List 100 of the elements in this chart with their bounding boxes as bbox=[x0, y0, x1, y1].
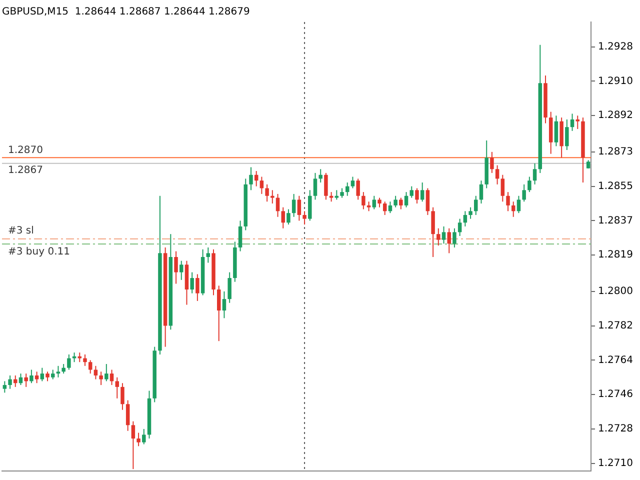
ref-line-label: 1.2867 bbox=[8, 164, 43, 176]
candlestick bbox=[286, 208, 290, 226]
y-tick-label: 1.2892 bbox=[598, 110, 634, 122]
candlestick bbox=[362, 192, 366, 210]
candlestick bbox=[452, 228, 456, 248]
candlestick bbox=[30, 369, 34, 384]
candlestick bbox=[99, 371, 103, 386]
candlestick bbox=[120, 382, 124, 410]
candlestick bbox=[8, 374, 12, 390]
candlestick bbox=[442, 226, 446, 244]
candlestick bbox=[292, 193, 296, 218]
candlestick bbox=[506, 192, 510, 212]
candlestick bbox=[340, 188, 344, 198]
candlestick bbox=[270, 190, 274, 204]
candlestick bbox=[276, 193, 280, 218]
candlestick bbox=[67, 354, 71, 370]
candlestick bbox=[415, 188, 419, 204]
candlestick bbox=[46, 371, 50, 382]
y-tick-label: 1.2837 bbox=[598, 215, 634, 226]
candlestick bbox=[260, 176, 264, 194]
candlestick bbox=[382, 201, 387, 216]
candlestick bbox=[2, 380, 7, 394]
candlestick bbox=[532, 162, 537, 185]
candlestick bbox=[378, 197, 382, 208]
candlestick bbox=[126, 400, 130, 432]
candlestick bbox=[88, 360, 92, 374]
candlestick bbox=[404, 192, 408, 208]
candlestick bbox=[511, 201, 516, 218]
candlestick bbox=[40, 367, 44, 382]
candlestick bbox=[228, 272, 232, 304]
candlestick bbox=[18, 373, 23, 386]
y-tick-label: 1.2928 bbox=[598, 41, 634, 52]
candlestick bbox=[500, 174, 505, 202]
candlestick bbox=[394, 195, 398, 208]
candlestick bbox=[410, 186, 414, 198]
candlestick bbox=[136, 432, 140, 447]
candlestick bbox=[576, 115, 580, 130]
candlestick bbox=[479, 180, 484, 204]
candlestick bbox=[180, 260, 184, 280]
y-tick-label: 1.2819 bbox=[598, 250, 634, 261]
candlestick bbox=[72, 352, 76, 363]
y-tick-label: 1.2910 bbox=[598, 76, 634, 87]
candlestick bbox=[516, 195, 521, 214]
candlestick bbox=[334, 190, 339, 200]
candlestick bbox=[313, 172, 318, 200]
candlestick bbox=[297, 195, 302, 222]
candlestick bbox=[431, 206, 435, 258]
ref-line-label: 1.2870 bbox=[8, 145, 43, 156]
candlestick bbox=[34, 371, 39, 384]
candlestick bbox=[24, 373, 28, 388]
candlestick bbox=[528, 176, 532, 193]
candlestick bbox=[50, 369, 55, 380]
y-tick-label: 1.2855 bbox=[598, 180, 634, 192]
candlestick bbox=[265, 184, 269, 202]
candlestick bbox=[474, 195, 478, 216]
candlestick bbox=[447, 228, 451, 254]
candlestick bbox=[196, 274, 200, 302]
candlestick bbox=[222, 290, 226, 319]
candlestick bbox=[216, 285, 221, 342]
candlestick bbox=[56, 365, 60, 378]
ref-line-label: #3 sl bbox=[8, 225, 34, 236]
candlestick bbox=[110, 369, 114, 386]
candlestick bbox=[399, 197, 403, 210]
y-tick-label: 1.2746 bbox=[598, 389, 634, 400]
candlestick bbox=[78, 352, 82, 363]
y-tick-label: 1.2873 bbox=[598, 146, 634, 158]
candlestick bbox=[62, 364, 66, 374]
candlestick bbox=[104, 364, 108, 382]
candlestick bbox=[366, 201, 371, 212]
y-tick-label: 1.2764 bbox=[598, 354, 634, 366]
candlestick bbox=[388, 201, 392, 214]
y-tick-label: 1.2782 bbox=[598, 320, 634, 332]
candlestick bbox=[238, 220, 242, 252]
candlestick bbox=[302, 210, 306, 226]
candlestick bbox=[468, 206, 472, 220]
ref-line-label: #3 buy 0.11 bbox=[8, 246, 70, 258]
candlestick bbox=[495, 164, 500, 185]
candlestick bbox=[490, 151, 494, 174]
candlestick bbox=[249, 166, 253, 191]
y-tick-label: 1.2710 bbox=[598, 458, 634, 469]
y-tick-label: 1.2800 bbox=[598, 286, 634, 297]
candlestick bbox=[281, 206, 285, 229]
candlestick bbox=[458, 218, 462, 236]
candlestick bbox=[522, 184, 526, 202]
candlestick bbox=[420, 182, 424, 202]
candlestick bbox=[554, 115, 558, 147]
candlestick bbox=[83, 354, 87, 366]
chart-title: GBPUSD,M15 1.28644 1.28687 1.28644 1.28679 bbox=[2, 6, 250, 18]
candlestick bbox=[174, 250, 178, 284]
y-tick-label: 1.2728 bbox=[598, 424, 634, 435]
candlestick bbox=[94, 365, 98, 380]
candlestick bbox=[372, 195, 376, 210]
candlestick bbox=[190, 272, 194, 294]
candlestick bbox=[329, 192, 334, 202]
candlestick bbox=[142, 428, 146, 445]
candlestick bbox=[131, 420, 136, 470]
candlestick bbox=[356, 178, 360, 200]
candlestick bbox=[254, 170, 258, 187]
candlestick bbox=[115, 376, 119, 399]
candlestick bbox=[14, 374, 18, 388]
